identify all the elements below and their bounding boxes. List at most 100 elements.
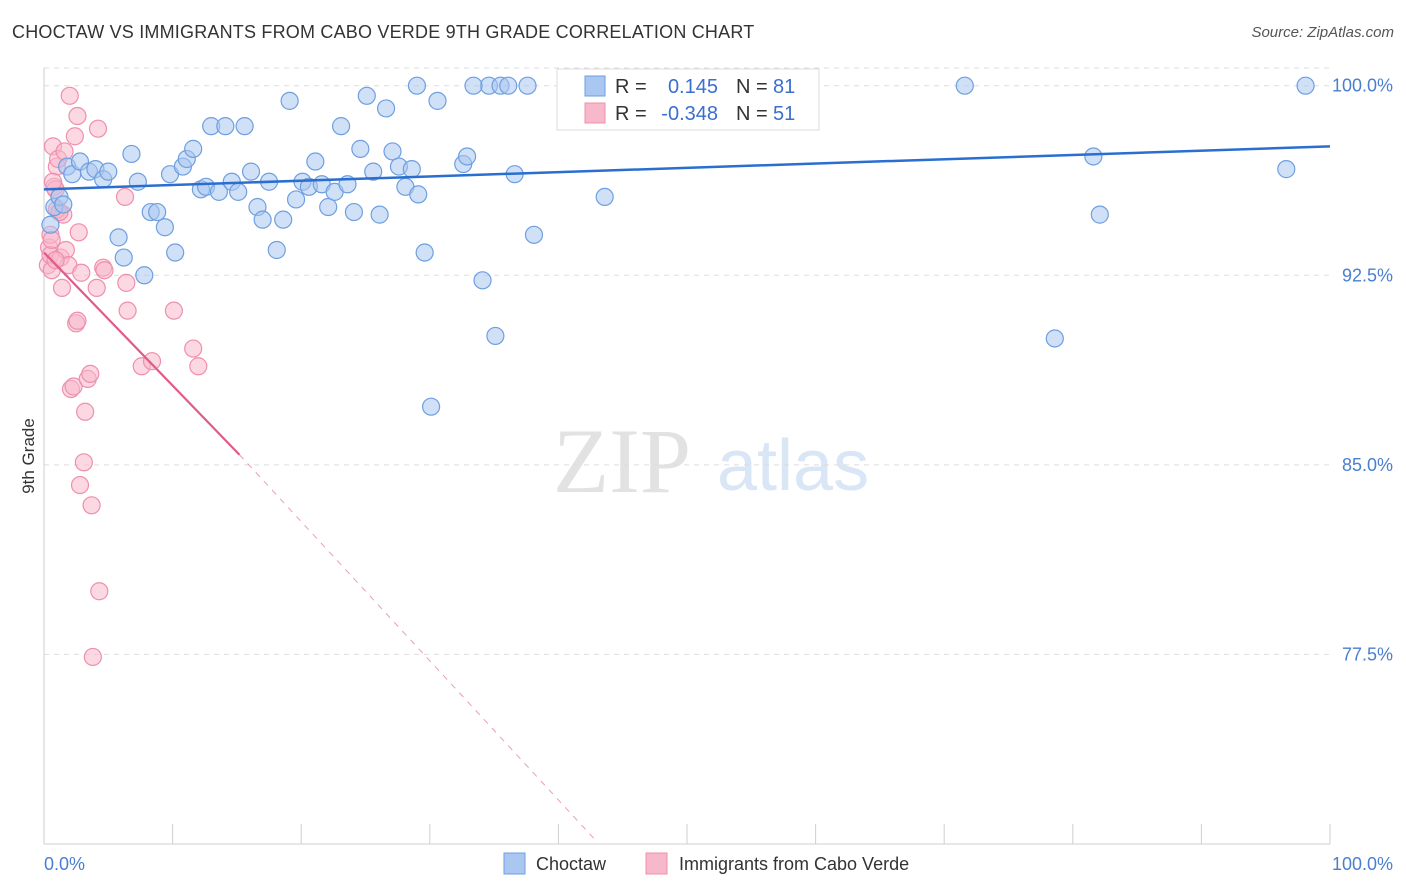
choctaw-point-13 bbox=[122, 144, 141, 164]
legend-label-cabo-verde[interactable]: Immigrants from Cabo Verde bbox=[679, 854, 909, 874]
choctaw-point-72 bbox=[595, 187, 614, 207]
choctaw-point-39 bbox=[286, 190, 306, 209]
choctaw-point-17 bbox=[148, 202, 167, 222]
choctaw-point-14 bbox=[128, 172, 147, 191]
choctaw-point-3 bbox=[54, 195, 73, 214]
stats-r-label-choctaw: R = bbox=[615, 76, 647, 98]
cabo-verde-point-29 bbox=[82, 496, 101, 515]
cabo-verde-point-45 bbox=[42, 230, 61, 249]
choctaw-point-11 bbox=[109, 228, 128, 247]
choctaw-point-44 bbox=[319, 197, 338, 217]
cabo-verde-point-43 bbox=[68, 106, 87, 126]
cabo-verde-point-48 bbox=[95, 261, 114, 280]
y-tick-label-1: 92.5% bbox=[1342, 265, 1393, 285]
cabo-verde-point-26 bbox=[76, 402, 95, 421]
y-axis-title: 9th Grade bbox=[19, 418, 38, 494]
x-tick-label-right: 100.0% bbox=[1332, 854, 1393, 874]
choctaw-point-36 bbox=[267, 240, 286, 260]
x-ticks bbox=[43, 824, 1331, 844]
legend-swatch-cabo-verde[interactable] bbox=[645, 852, 668, 875]
cabo-verde-point-18 bbox=[64, 377, 83, 396]
choctaw-point-46 bbox=[331, 117, 351, 136]
choctaw-point-53 bbox=[376, 99, 396, 118]
choctaw-point-79 bbox=[1090, 205, 1109, 224]
watermark-atlas: atlas bbox=[717, 426, 869, 506]
cabo-verde-point-46 bbox=[46, 251, 65, 270]
cabo-verde-point-31 bbox=[87, 278, 106, 298]
watermark-zip: ZIP bbox=[553, 410, 691, 512]
choctaw-point-32 bbox=[241, 162, 261, 181]
y-tick-label-2: 85.0% bbox=[1342, 455, 1393, 475]
choctaw-point-37 bbox=[274, 210, 293, 229]
cabo-verde-point-40 bbox=[164, 301, 183, 320]
choctaw-trend-line bbox=[43, 145, 1331, 191]
legend: Choctaw Immigrants from Cabo Verde bbox=[503, 852, 909, 875]
cabo-verde-point-41 bbox=[184, 339, 203, 358]
choctaw-point-77 bbox=[1045, 329, 1064, 348]
choctaw-point-78 bbox=[1084, 147, 1103, 166]
choctaw-point-48 bbox=[344, 202, 364, 222]
choctaw-point-63 bbox=[457, 147, 477, 166]
choctaw-point-60 bbox=[421, 397, 441, 416]
choctaw-point-42 bbox=[306, 152, 325, 171]
choctaw-point-52 bbox=[370, 205, 389, 224]
cabo-verde-point-22 bbox=[69, 223, 88, 242]
choctaw-point-10 bbox=[99, 162, 118, 181]
choctaw-point-50 bbox=[357, 86, 376, 105]
choctaw-point-61 bbox=[428, 91, 447, 110]
choctaw-point-58 bbox=[409, 185, 428, 204]
cabo-verde-point-35 bbox=[115, 187, 135, 207]
cabo-verde-point-16 bbox=[60, 86, 79, 105]
choctaw-point-74 bbox=[464, 76, 483, 95]
cabo-verde-point-36 bbox=[117, 273, 136, 292]
cabo-verde-point-32 bbox=[88, 119, 108, 138]
cabo-verde-point-21 bbox=[68, 311, 87, 330]
choctaw-point-12 bbox=[114, 248, 133, 267]
chart-title: CHOCTAW VS IMMIGRANTS FROM CABO VERDE 9T… bbox=[12, 22, 755, 42]
y-tick-label-0: 100.0% bbox=[1332, 76, 1393, 96]
stats-r-value-choctaw: 0.145 bbox=[668, 76, 718, 98]
choctaw-point-81 bbox=[1296, 76, 1315, 95]
stats-n-value-cabo-verde: 51 bbox=[773, 103, 795, 125]
choctaw-point-30 bbox=[229, 182, 248, 201]
stats-n-label-cabo-verde: N = bbox=[736, 103, 768, 125]
gridlines bbox=[44, 67, 1330, 655]
choctaw-point-23 bbox=[184, 139, 203, 158]
stats-box: R = 0.145 N = 81 R = -0.348 N = 51 bbox=[556, 68, 820, 131]
choctaw-point-71 bbox=[524, 225, 544, 244]
choctaw-point-68 bbox=[499, 76, 518, 95]
choctaw-point-49 bbox=[351, 139, 370, 158]
cabo-verde-point-30 bbox=[83, 647, 102, 667]
choctaw-point-31 bbox=[235, 117, 254, 136]
choctaw-point-34 bbox=[253, 210, 272, 229]
stats-r-value-cabo-verde: -0.348 bbox=[661, 103, 718, 125]
legend-label-choctaw[interactable]: Choctaw bbox=[536, 854, 607, 874]
stats-swatch-choctaw bbox=[584, 75, 606, 97]
cabo-verde-point-28 bbox=[81, 364, 100, 383]
cabo-verde-point-25 bbox=[74, 453, 93, 472]
stats-swatch-cabo-verde bbox=[584, 102, 606, 124]
choctaw-point-57 bbox=[402, 160, 421, 179]
choctaw-point-54 bbox=[383, 142, 402, 161]
cabo-verde-trend-line bbox=[43, 251, 241, 456]
stats-n-value-choctaw: 81 bbox=[773, 76, 795, 98]
choctaw-point-51 bbox=[364, 162, 383, 181]
x-tick-label-left: 0.0% bbox=[44, 854, 85, 874]
choctaw-point-73 bbox=[407, 76, 427, 95]
choctaw-point-80 bbox=[1277, 160, 1296, 179]
stats-r-label-cabo-verde: R = bbox=[615, 103, 647, 125]
choctaw-point-70 bbox=[518, 76, 537, 95]
trend-lines bbox=[43, 145, 1331, 840]
choctaw-point-18 bbox=[155, 218, 174, 237]
cabo-verde-point-33 bbox=[90, 582, 109, 601]
cabo-verde-point-39 bbox=[142, 352, 162, 371]
legend-swatch-choctaw[interactable] bbox=[503, 852, 526, 875]
cabo-verde-trend-extension bbox=[239, 454, 595, 840]
series-choctaw-points bbox=[41, 76, 1315, 416]
cabo-verde-point-13 bbox=[55, 142, 74, 161]
y-tick-label-3: 77.5% bbox=[1342, 644, 1393, 664]
choctaw-point-64 bbox=[473, 271, 492, 290]
choctaw-point-76 bbox=[955, 76, 974, 95]
cabo-verde-point-19 bbox=[65, 127, 84, 146]
